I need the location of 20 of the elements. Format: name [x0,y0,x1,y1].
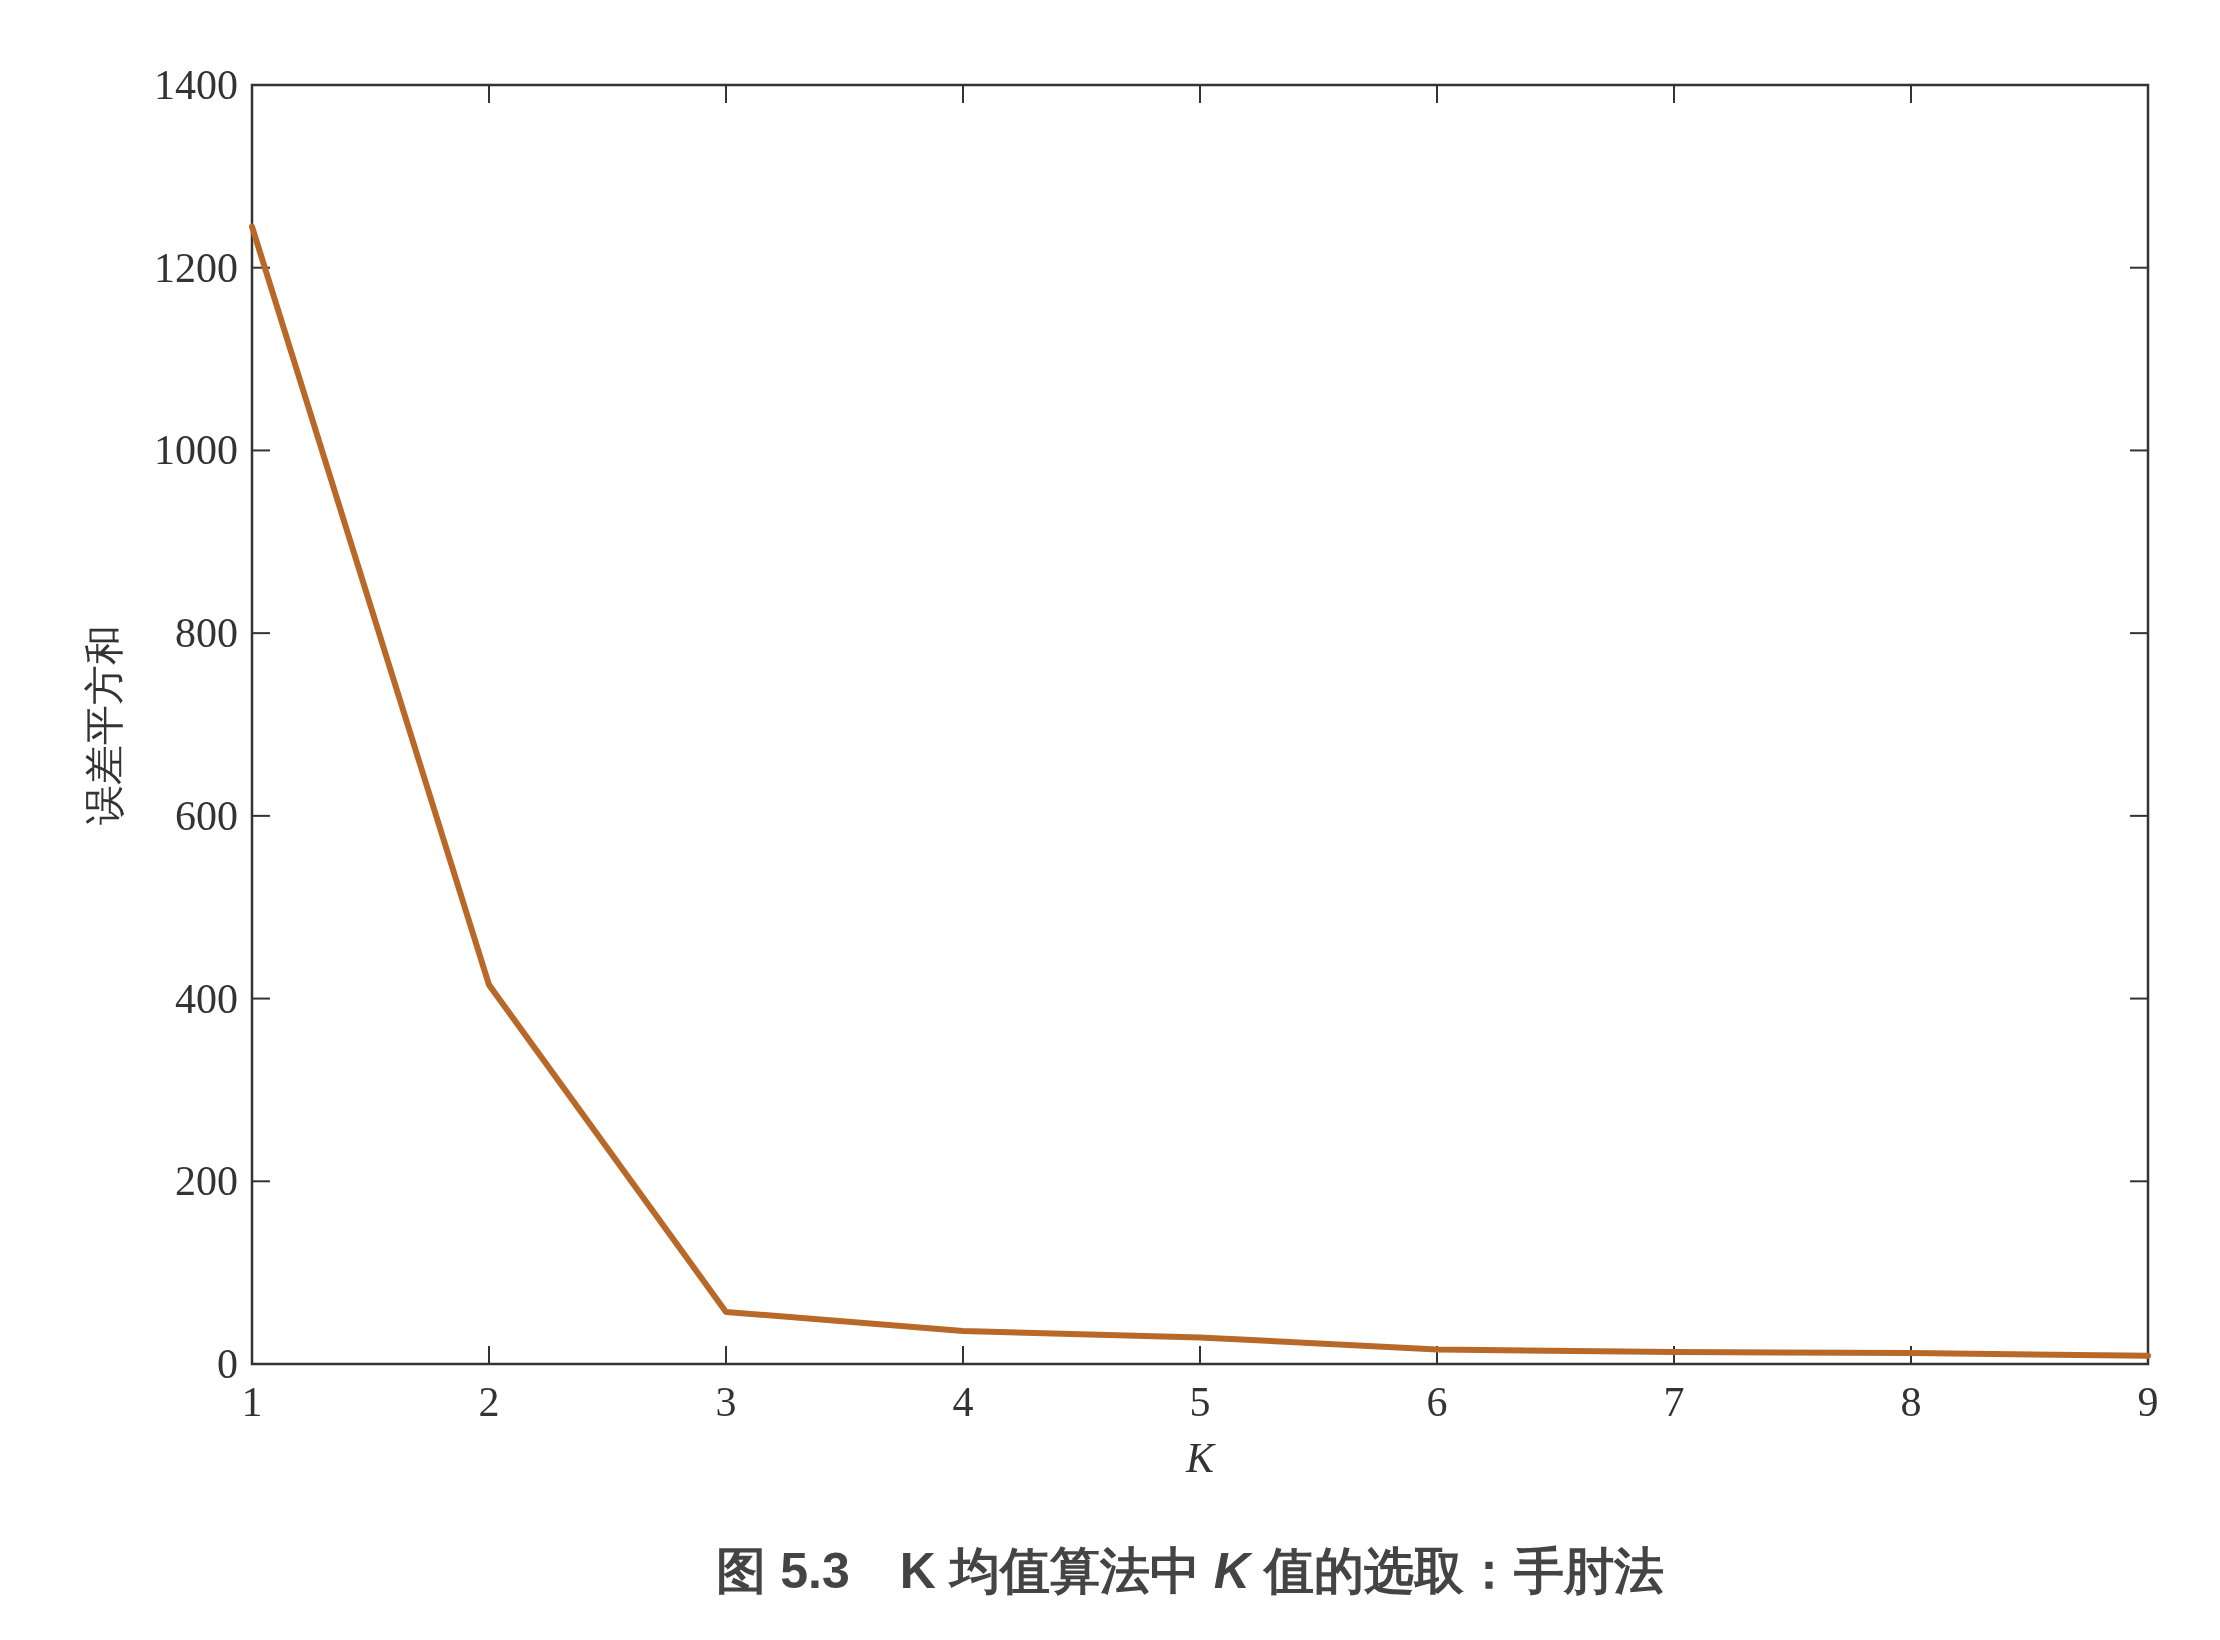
y-tick-label: 1000 [154,427,238,474]
y-axis-title: 误差平方和 [82,624,127,825]
x-tick-label: 6 [1426,1379,1448,1425]
x-axis-title: K [1184,1435,1216,1481]
y-tick-label: 0 [217,1341,238,1387]
x-tick-label: 3 [715,1379,737,1425]
y-tick-label: 600 [175,792,238,839]
x-tick-label: 1 [241,1379,263,1425]
x-tick-label: 4 [952,1379,974,1425]
y-tick-label: 800 [175,610,238,657]
x-tick-label: 7 [1663,1379,1685,1425]
y-tick-label: 400 [175,975,238,1022]
x-tick-label: 8 [1900,1379,1922,1425]
text: 图 5.3 K 均值算法中 K 值的选取：手肘法 [716,1543,1664,1599]
y-tick-label: 200 [175,1158,238,1205]
y-tick-label: 1200 [154,244,238,291]
x-tick-label: 9 [2137,1379,2159,1425]
x-tick-label: 2 [478,1379,500,1425]
y-tick-label: 1400 [154,62,238,108]
x-tick-label: 5 [1189,1379,1211,1425]
